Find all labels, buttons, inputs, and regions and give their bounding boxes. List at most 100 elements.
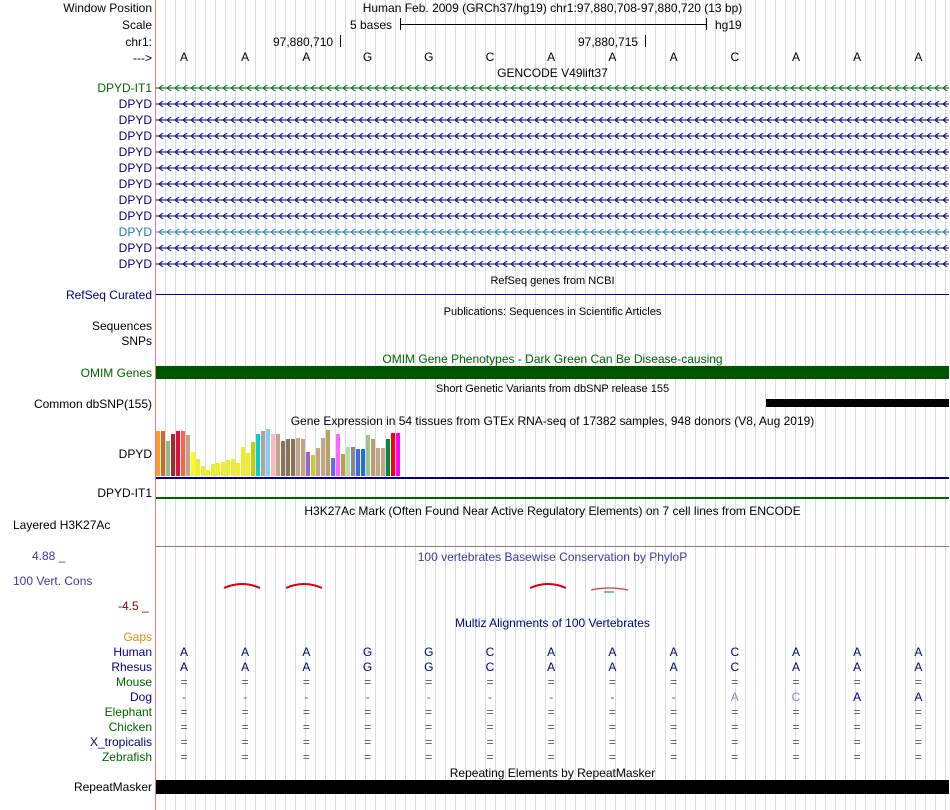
repeatmasker-label[interactable]: RepeatMasker (73, 780, 152, 794)
omim-gene-bar[interactable] (156, 366, 949, 379)
gencode-transcript-line[interactable] (156, 131, 949, 141)
gtex-tissue-bar[interactable] (396, 433, 400, 476)
gencode-transcript-label[interactable]: DPYD (118, 161, 152, 175)
gtex-tissue-bar[interactable] (311, 455, 315, 476)
gtex-tissue-bar[interactable] (246, 453, 250, 476)
refseq-line[interactable] (156, 294, 949, 295)
gtex-expression-bars[interactable] (156, 428, 536, 476)
gencode-transcript-line[interactable] (156, 227, 949, 237)
gtex-tissue-bar[interactable] (266, 429, 270, 476)
gaps-label[interactable]: Gaps (123, 630, 152, 644)
gtex-tissue-bar[interactable] (286, 439, 290, 476)
gtex-tissue-bar[interactable] (191, 452, 195, 476)
gencode-transcript-line[interactable] (156, 99, 949, 109)
alignment-base: = (486, 750, 494, 764)
gencode-transcript-label[interactable]: DPYD (118, 209, 152, 223)
gtex-tissue-bar[interactable] (276, 434, 280, 476)
gencode-transcript-label[interactable]: DPYD (118, 145, 152, 159)
gtex-tissue-bar[interactable] (296, 438, 300, 476)
gtex-tissue-bar[interactable] (301, 439, 305, 476)
gtex-tissue-bar[interactable] (366, 435, 370, 476)
species-label[interactable]: Rhesus (111, 660, 152, 674)
gtex-tissue-bar[interactable] (181, 431, 185, 476)
gencode-transcript-label[interactable]: DPYD (118, 193, 152, 207)
gtex-dpyd-it1-label[interactable]: DPYD-IT1 (97, 486, 152, 500)
gtex-tissue-bar[interactable] (271, 434, 275, 476)
gtex-tissue-bar[interactable] (306, 452, 310, 476)
gtex-tissue-bar[interactable] (226, 460, 230, 476)
gtex-tissue-bar[interactable] (161, 431, 165, 476)
gtex-tissue-bar[interactable] (236, 463, 240, 476)
gencode-transcript-line[interactable] (156, 115, 949, 125)
gencode-transcript-label[interactable]: DPYD (118, 257, 152, 271)
gtex-tissue-bar[interactable] (201, 466, 205, 476)
species-label[interactable]: Human (113, 645, 152, 659)
gtex-tissue-bar[interactable] (291, 439, 295, 476)
species-label[interactable]: Mouse (115, 675, 152, 689)
gencode-transcript-line[interactable] (156, 195, 949, 205)
omim-genes-label[interactable]: OMIM Genes (80, 366, 152, 380)
gtex-tissue-bar[interactable] (326, 430, 330, 476)
repeatmasker-bar[interactable] (156, 780, 949, 794)
gencode-transcript-label[interactable]: DPYD-IT1 (97, 81, 152, 95)
species-label[interactable]: Chicken (108, 720, 152, 734)
gtex-tissue-bar[interactable] (211, 464, 215, 476)
refseq-curated-label[interactable]: RefSeq Curated (65, 288, 152, 302)
conservation-wiggle[interactable] (156, 578, 949, 598)
layered-h3k27ac-label[interactable]: Layered H3K27Ac (13, 518, 111, 532)
species-label[interactable]: X_tropicalis (89, 735, 152, 749)
gtex-tissue-bar[interactable] (216, 463, 220, 476)
gtex-tissue-bar[interactable] (171, 434, 175, 476)
gencode-transcript-label[interactable]: DPYD (118, 241, 152, 255)
gtex-tissue-bar[interactable] (186, 435, 190, 476)
dbsnp-variant-bar[interactable] (766, 399, 949, 407)
gencode-transcript-line[interactable] (156, 243, 949, 253)
gtex-tissue-bar[interactable] (371, 439, 375, 476)
gtex-tissue-bar[interactable] (331, 458, 335, 476)
gencode-transcript-line[interactable] (156, 259, 949, 269)
gtex-tissue-bar[interactable] (166, 441, 170, 476)
gtex-tissue-bar[interactable] (261, 431, 265, 476)
species-label[interactable]: Elephant (104, 705, 152, 719)
gtex-tissue-bar[interactable] (376, 448, 380, 476)
gtex-tissue-bar[interactable] (321, 438, 325, 476)
gencode-transcript-line[interactable] (156, 211, 949, 221)
gtex-tissue-bar[interactable] (196, 459, 200, 476)
gtex-tissue-bar[interactable] (206, 470, 210, 476)
gtex-tissue-bar[interactable] (231, 459, 235, 476)
gtex-tissue-bar[interactable] (391, 433, 395, 476)
gencode-transcript-line[interactable] (156, 83, 949, 93)
gtex-tissue-bar[interactable] (316, 448, 320, 476)
gtex-tissue-bar[interactable] (256, 434, 260, 476)
gencode-transcript-line[interactable] (156, 179, 949, 189)
gencode-transcript-line[interactable] (156, 147, 949, 157)
gencode-transcript-label[interactable]: DPYD (118, 225, 152, 239)
gtex-tissue-bar[interactable] (156, 431, 160, 476)
gtex-tissue-bar[interactable] (251, 442, 255, 476)
gtex-tissue-bar[interactable] (386, 439, 390, 476)
gencode-transcript-label[interactable]: DPYD (118, 129, 152, 143)
gtex-tissue-bar[interactable] (361, 449, 365, 476)
species-label[interactable]: Zebrafish (101, 750, 152, 764)
alignment-base: = (792, 735, 800, 749)
species-label[interactable]: Dog (129, 690, 152, 704)
gtex-tissue-bar[interactable] (346, 447, 350, 476)
conservation-track-label[interactable]: 100 Vert. Cons (13, 574, 93, 588)
gtex-tissue-bar[interactable] (341, 454, 345, 476)
gencode-transcript-label[interactable]: DPYD (118, 113, 152, 127)
gencode-transcript-line[interactable] (156, 163, 949, 173)
gtex-tissue-bar[interactable] (336, 434, 340, 476)
gtex-tissue-bar[interactable] (381, 448, 385, 476)
gtex-tissue-bar[interactable] (281, 441, 285, 476)
gencode-transcript-label[interactable]: DPYD (118, 97, 152, 111)
gtex-tissue-bar[interactable] (356, 449, 360, 476)
gtex-dpyd-label[interactable]: DPYD (118, 447, 152, 461)
gtex-tissue-bar[interactable] (176, 431, 180, 476)
publications-snps-label[interactable]: SNPs (121, 334, 152, 348)
gtex-tissue-bar[interactable] (221, 462, 225, 476)
gtex-tissue-bar[interactable] (241, 447, 245, 476)
gtex-tissue-bar[interactable] (351, 447, 355, 476)
common-dbsnp-label[interactable]: Common dbSNP(155) (33, 397, 152, 411)
gencode-transcript-label[interactable]: DPYD (118, 177, 152, 191)
publications-sequences-label[interactable]: Sequences (91, 319, 152, 333)
